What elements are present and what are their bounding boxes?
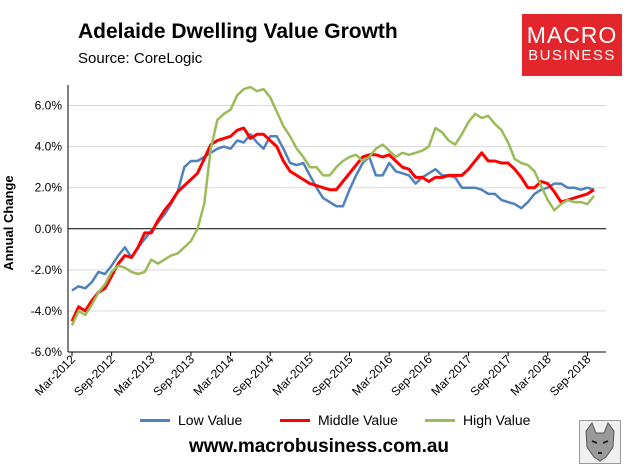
axes — [67, 85, 606, 356]
legend-label-low: Low Value — [178, 412, 243, 428]
legend-label-middle: Middle Value — [318, 412, 398, 428]
series-line-low-value — [71, 133, 595, 292]
chart-title: Adelaide Dwelling Value Growth — [78, 20, 398, 43]
x-tick-label: Mar-2018 — [508, 352, 554, 398]
website-url: www.macrobusiness.com.au — [188, 436, 450, 457]
x-tick-label: Mar-2014 — [190, 352, 236, 398]
legend-item-high-value: High Value — [425, 412, 530, 428]
logo-line2: BUSINESS — [528, 47, 616, 64]
line-chart: -6.0%-4.0%-2.0%0.0%2.0%4.0%6.0%Mar-2012S… — [1, 85, 606, 399]
y-tick-label: -6.0% — [31, 345, 63, 359]
x-tick-label: Mar-2017 — [428, 352, 474, 398]
x-tick-label: Sep-2017 — [468, 352, 515, 399]
x-tick-label: Sep-2015 — [309, 352, 356, 399]
x-tick-label: Mar-2015 — [270, 352, 316, 398]
y-tick-label: 4.0% — [35, 140, 63, 154]
wolf-logo-icon — [579, 420, 621, 464]
legend-item-low-value: Low Value — [140, 412, 242, 428]
y-axis-label: Annual Change — [1, 175, 16, 270]
logo-line1: MACRO — [526, 22, 618, 48]
x-tick-label: Sep-2013 — [150, 352, 197, 399]
y-tick-label: -2.0% — [31, 263, 63, 277]
x-tick-label: Sep-2014 — [230, 352, 277, 399]
y-tick-label: 6.0% — [35, 99, 63, 113]
series-lines — [70, 85, 595, 326]
legend-swatch-middle — [280, 418, 310, 422]
legend-label-high: High Value — [463, 412, 531, 428]
x-tick-label: Sep-2016 — [388, 352, 435, 399]
x-tick-label: Sep-2012 — [71, 352, 118, 399]
y-tick-label: 0.0% — [35, 222, 63, 236]
x-tick-label: Mar-2013 — [111, 352, 157, 398]
chart-legend: Low Value Middle Value High Value — [0, 412, 638, 434]
x-tick-label: Sep-2018 — [547, 352, 594, 399]
series-line-middle-value — [70, 126, 595, 322]
legend-item-middle-value: Middle Value — [280, 412, 398, 428]
chart-subtitle: Source: CoreLogic — [78, 50, 203, 67]
y-tick-label: -4.0% — [31, 304, 63, 318]
y-tick-label: 2.0% — [35, 181, 63, 195]
legend-swatch-high — [425, 418, 455, 422]
series-line-high-value — [70, 85, 595, 326]
legend-swatch-low — [140, 418, 170, 422]
macrobusiness-logo: MACRO BUSINESS — [522, 14, 622, 76]
x-tick-label: Mar-2016 — [349, 352, 395, 398]
